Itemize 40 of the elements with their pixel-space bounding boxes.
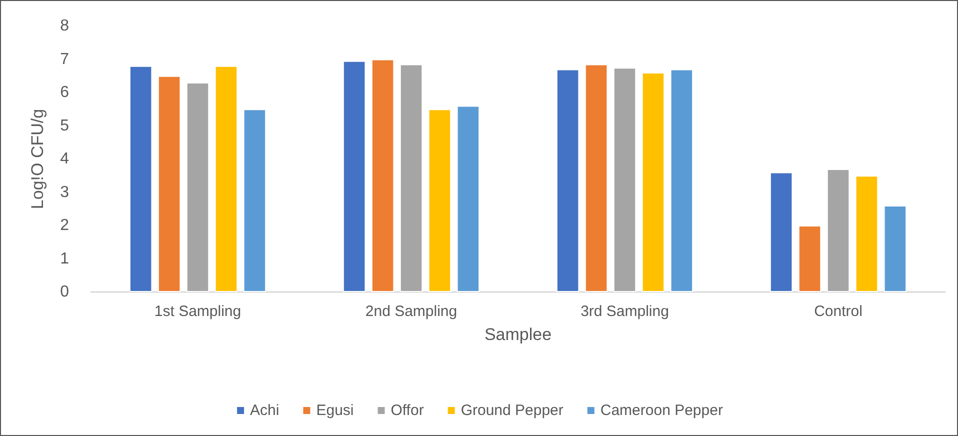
y-tick-label: 8 xyxy=(60,18,70,34)
x-axis-title: Samplee xyxy=(484,325,552,344)
bar xyxy=(243,109,266,292)
bar xyxy=(642,72,665,292)
bar xyxy=(371,59,394,292)
y-tick-label: 7 xyxy=(60,50,70,68)
y-tick-label: 2 xyxy=(60,217,70,234)
legend-label: Ground Pepper xyxy=(460,402,564,419)
x-tick-label: 3rd Sampling xyxy=(580,303,669,320)
bar xyxy=(798,226,822,292)
x-tick-label: 2nd Sampling xyxy=(365,303,458,320)
bar xyxy=(456,106,480,292)
bar xyxy=(884,206,907,292)
bar xyxy=(855,176,878,292)
bar xyxy=(158,76,181,292)
y-tick-label: 5 xyxy=(60,117,70,134)
bar xyxy=(400,64,423,292)
y-tick-label: 3 xyxy=(60,184,70,201)
y-tick-label: 4 xyxy=(60,150,70,168)
bar xyxy=(214,66,238,292)
bar xyxy=(342,60,366,292)
bar xyxy=(613,68,636,292)
bar xyxy=(770,172,793,292)
y-tick-label: 1 xyxy=(60,250,70,268)
bar xyxy=(186,82,210,292)
legend-label: Achi xyxy=(250,402,280,419)
legend-label: Offor xyxy=(390,402,424,419)
legend-label: Cameroon Pepper xyxy=(600,402,723,419)
bar xyxy=(826,168,850,292)
bar xyxy=(129,66,152,292)
y-axis-title: Log!O CFU/g xyxy=(28,108,47,210)
legend-label: Egusi xyxy=(316,402,354,419)
y-tick-label: 0 xyxy=(60,284,70,300)
bar xyxy=(428,109,452,292)
y-tick-label: 6 xyxy=(60,84,70,101)
x-tick-label: 1st Sampling xyxy=(154,303,242,320)
bar xyxy=(584,64,608,292)
bar xyxy=(556,69,580,292)
x-tick-label: Control xyxy=(814,303,862,320)
bar xyxy=(670,69,694,292)
